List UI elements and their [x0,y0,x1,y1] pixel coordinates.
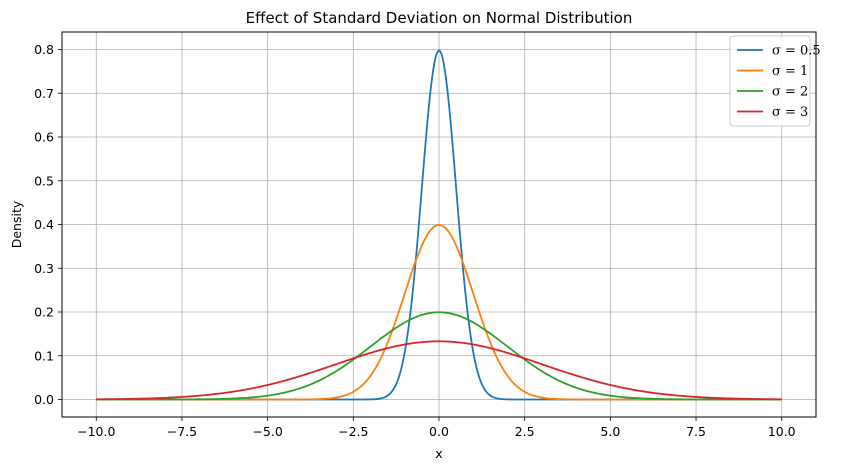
y-tick-label-1: 0.1 [34,348,54,363]
y-tick-label-2: 0.2 [34,305,54,320]
x-tick-label-6: 5.0 [600,424,620,439]
x-tick-label-2: −5.0 [252,424,282,439]
x-tick-label-4: 0.0 [429,424,449,439]
legend-box [729,35,811,127]
series-line-sigma-3 [96,340,782,401]
y-tick-label-4: 0.4 [34,217,54,232]
y-tick-label-0: 0.0 [34,392,54,407]
x-axis: −10.0 −7.5 −5.0 −2.5 0.0 2.5 5.0 7.5 10.0 [77,417,796,439]
y-tick-label-3: 0.3 [34,261,54,276]
y-axis: 0.0 0.1 0.2 0.3 0.4 0.5 0.6 0.7 0.8 [34,42,62,407]
y-tick-label-8: 0.8 [34,42,54,57]
y-tick-label-6: 0.6 [34,130,54,145]
chart-title: Effect of Standard Deviation on Normal D… [246,9,633,27]
legend-label-0: σ = 0.5 [772,44,821,59]
x-axis-title: x [435,446,442,461]
x-tick-label-0: −10.0 [77,424,115,439]
legend: σ = 0.5 σ = 1 σ = 2 σ = 3 [729,35,821,127]
x-tick-label-8: 10.0 [768,424,796,439]
series-layer [96,49,782,401]
legend-label-1: σ = 1 [772,64,808,79]
y-tick-label-5: 0.5 [34,173,54,188]
x-tick-label-7: 7.5 [686,424,706,439]
legend-label-2: σ = 2 [772,85,808,100]
series-line-sigma-2 [96,311,782,401]
y-tick-label-7: 0.7 [34,86,54,101]
x-tick-label-5: 2.5 [515,424,535,439]
y-axis-title: Density [9,200,24,248]
x-tick-label-3: −2.5 [338,424,368,439]
legend-label-3: σ = 3 [772,105,808,120]
x-tick-label-1: −7.5 [167,424,197,439]
